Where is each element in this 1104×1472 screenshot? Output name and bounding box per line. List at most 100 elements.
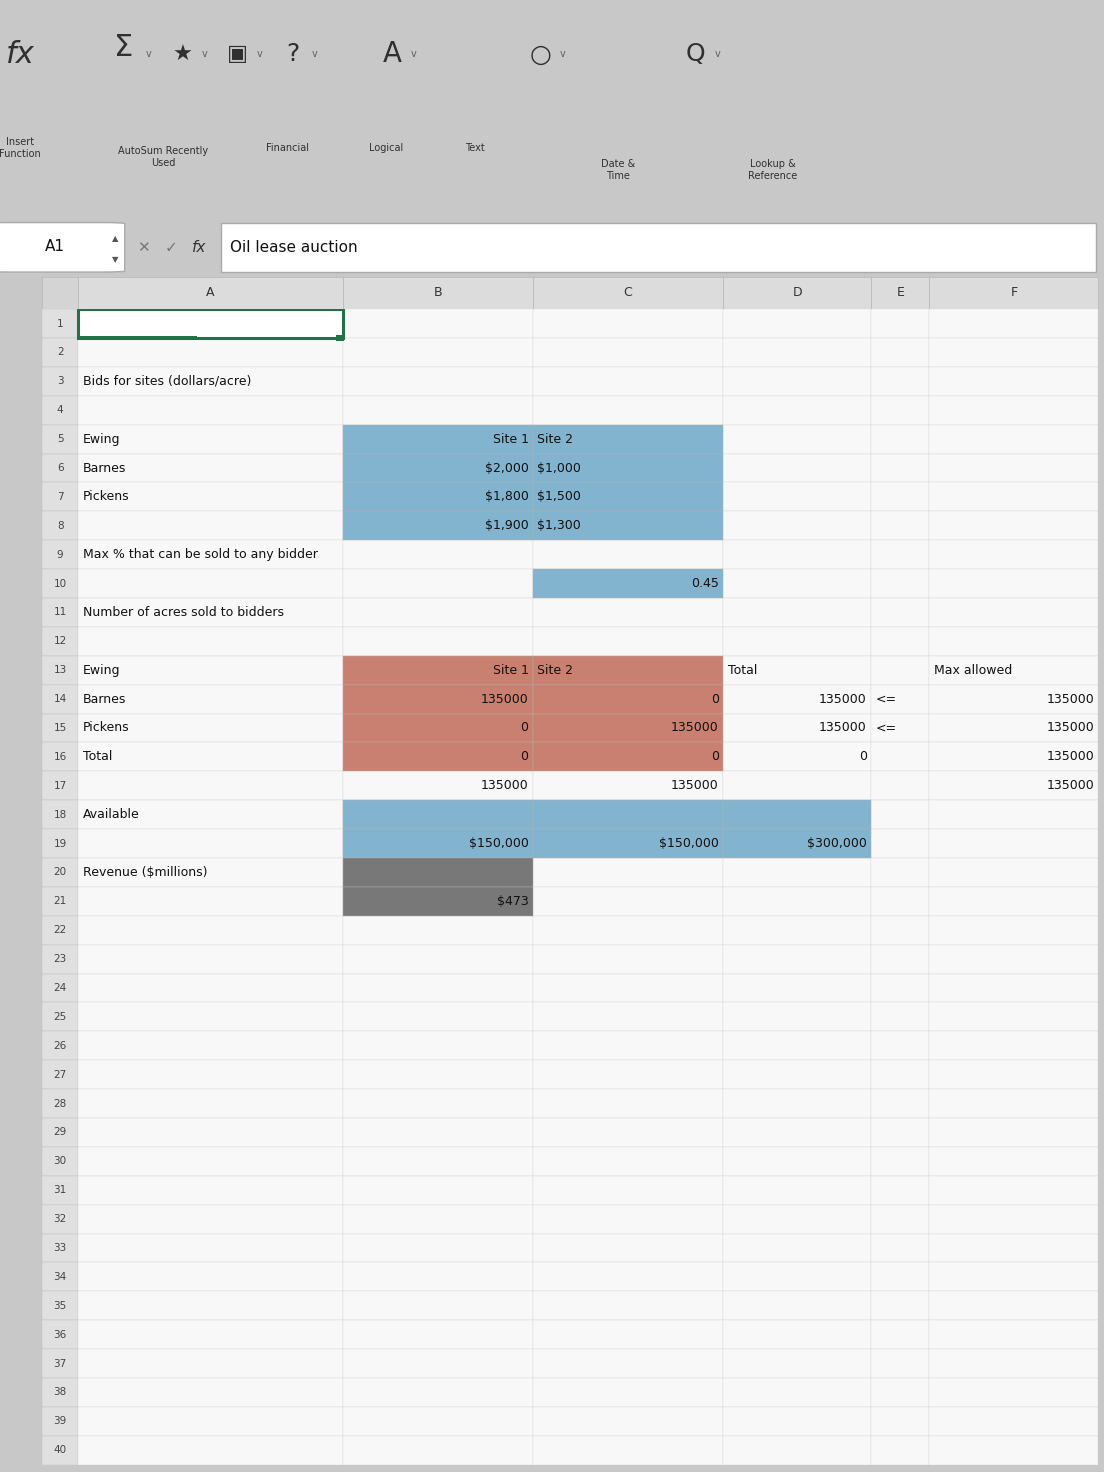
Text: Pickens: Pickens [83, 490, 129, 503]
Bar [342, 1002, 533, 1032]
Bar [930, 1060, 1098, 1089]
Bar [342, 858, 533, 886]
Bar [78, 425, 342, 453]
Bar [342, 540, 533, 570]
Bar [723, 627, 871, 657]
Text: 23: 23 [53, 954, 67, 964]
Text: $150,000: $150,000 [468, 838, 529, 849]
Bar [78, 1350, 342, 1378]
Bar [42, 453, 78, 483]
Bar [930, 858, 1098, 886]
Text: 0: 0 [520, 721, 529, 735]
Text: ★: ★ [172, 44, 192, 65]
Text: 0: 0 [711, 751, 719, 764]
Text: Barnes: Barnes [83, 462, 126, 474]
Bar [78, 453, 342, 483]
Bar [42, 1119, 78, 1147]
Bar [42, 1435, 78, 1465]
Text: $1,900: $1,900 [485, 520, 529, 533]
Bar [723, 483, 871, 511]
Bar [930, 742, 1098, 771]
Text: $1,300: $1,300 [538, 520, 581, 533]
Bar [78, 627, 342, 657]
Text: ✕: ✕ [137, 240, 150, 255]
Text: 13: 13 [53, 665, 67, 676]
Bar [533, 1147, 723, 1176]
Bar [533, 684, 723, 714]
Bar [723, 1002, 871, 1032]
Bar [78, 742, 342, 771]
Bar [533, 309, 723, 339]
Bar [533, 453, 723, 483]
Bar [723, 1060, 871, 1089]
Text: 8: 8 [56, 521, 64, 531]
Bar [871, 540, 930, 570]
Bar [871, 1407, 930, 1435]
Bar [930, 1089, 1098, 1119]
Bar [533, 1119, 723, 1147]
Bar [533, 801, 723, 829]
Bar [78, 309, 342, 339]
Bar [42, 973, 78, 1002]
Bar [78, 396, 342, 425]
Text: 28: 28 [53, 1098, 67, 1108]
Bar [723, 598, 871, 627]
Text: A: A [206, 287, 215, 299]
Bar [871, 1119, 930, 1147]
Bar [78, 801, 342, 829]
Bar [871, 511, 930, 540]
Text: Revenue ($millions): Revenue ($millions) [83, 866, 208, 879]
Bar [533, 483, 723, 511]
Bar [930, 657, 1098, 684]
Text: Lookup &
Reference: Lookup & Reference [749, 159, 797, 181]
Bar [78, 1002, 342, 1032]
Bar [871, 367, 930, 396]
Bar [930, 1350, 1098, 1378]
Bar [533, 945, 723, 973]
Text: 7: 7 [56, 492, 64, 502]
Bar [78, 1147, 342, 1176]
Text: v: v [714, 50, 721, 59]
Bar [342, 483, 533, 511]
Bar [871, 1176, 930, 1204]
Bar [533, 829, 723, 858]
Bar [42, 801, 78, 829]
Bar [930, 1204, 1098, 1234]
Text: B: B [434, 287, 442, 299]
Bar [342, 916, 533, 945]
Bar [871, 684, 930, 714]
Bar [533, 1350, 723, 1378]
Bar [930, 1263, 1098, 1291]
Bar [723, 657, 871, 684]
Bar [723, 945, 871, 973]
Bar [342, 684, 533, 714]
Text: 0: 0 [711, 693, 719, 705]
Bar [871, 829, 930, 858]
Text: 1: 1 [56, 318, 64, 328]
Text: 135000: 135000 [819, 721, 867, 735]
Text: <=: <= [875, 693, 896, 705]
Bar [930, 1378, 1098, 1407]
Bar [723, 886, 871, 916]
Text: Site 2: Site 2 [538, 664, 573, 677]
Bar [78, 1291, 342, 1320]
Bar [723, 684, 871, 714]
Bar [533, 886, 723, 916]
Text: 9: 9 [56, 549, 64, 559]
Bar [930, 1234, 1098, 1263]
Bar [342, 657, 533, 684]
Bar [871, 886, 930, 916]
Text: 34: 34 [53, 1272, 67, 1282]
Bar [42, 309, 78, 339]
Bar [42, 367, 78, 396]
Bar [342, 425, 533, 453]
Text: Number of acres sold to bidders: Number of acres sold to bidders [83, 606, 284, 618]
Bar [78, 339, 342, 367]
Bar [78, 858, 342, 886]
Bar [342, 309, 533, 339]
Bar [871, 627, 930, 657]
Bar [533, 511, 723, 540]
Bar [533, 1291, 723, 1320]
Bar [723, 1032, 871, 1060]
Text: v: v [560, 50, 566, 59]
